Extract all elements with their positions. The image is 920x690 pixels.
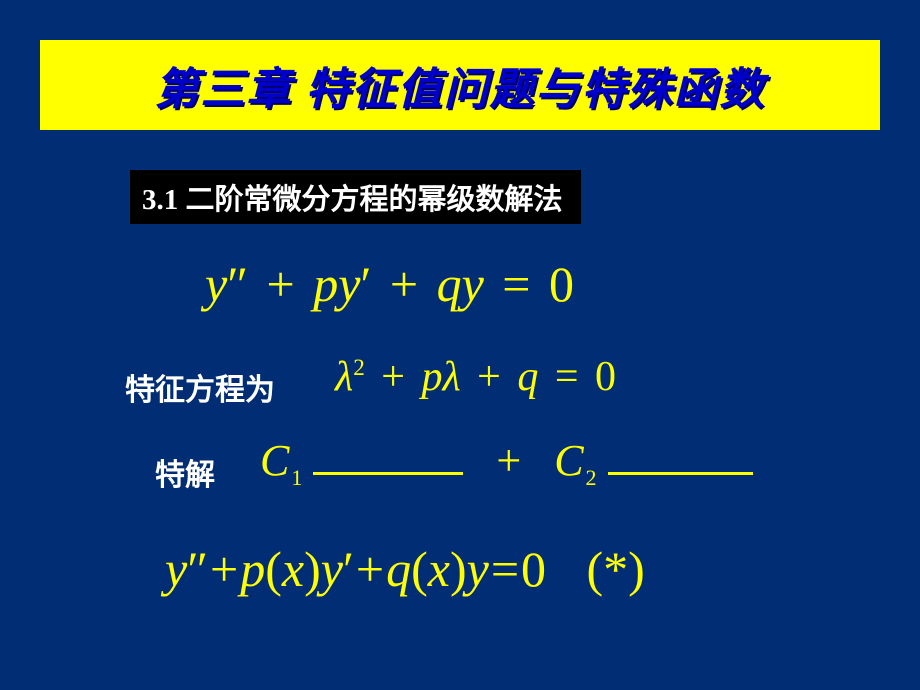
plus-op: + bbox=[375, 354, 411, 400]
subscript-2: 2 bbox=[584, 465, 597, 490]
plus-op: + bbox=[208, 541, 240, 597]
plus-op: + bbox=[471, 354, 507, 400]
characteristic-label: 特征方程为 bbox=[125, 365, 275, 409]
blank-1 bbox=[313, 440, 463, 475]
coef-p: p bbox=[240, 541, 265, 597]
const-c2: C bbox=[554, 436, 583, 485]
equation-ode-variable: y″+p(x)y′+q(x)y=0 (*) bbox=[165, 540, 645, 598]
plus-op: + bbox=[384, 256, 424, 312]
equation-tag: (*) bbox=[559, 541, 645, 597]
rparen: ) bbox=[304, 541, 321, 597]
var-y: y bbox=[321, 541, 343, 597]
var-y: y bbox=[205, 256, 227, 312]
coef-q: q bbox=[517, 354, 538, 400]
zero: 0 bbox=[521, 541, 546, 597]
var-y: y bbox=[165, 541, 187, 597]
blank-2 bbox=[608, 440, 753, 475]
var-x: x bbox=[428, 541, 450, 597]
prime: ′ bbox=[360, 256, 371, 312]
section-heading: 3.1 二阶常微分方程的幂级数解法 bbox=[142, 176, 563, 218]
var-y: y bbox=[338, 256, 360, 312]
coef-p: p bbox=[313, 256, 338, 312]
var-lambda: λ bbox=[442, 354, 460, 400]
lparen: ( bbox=[265, 541, 282, 597]
zero: 0 bbox=[549, 256, 574, 312]
subscript-1: 1 bbox=[289, 465, 302, 490]
equals-op: = bbox=[549, 354, 585, 400]
equation-solution-form: C1 + C2 bbox=[260, 435, 753, 491]
equals-op: = bbox=[489, 541, 521, 597]
double-prime: ″ bbox=[227, 256, 248, 312]
section-heading-bar: 3.1 二阶常微分方程的幂级数解法 bbox=[130, 170, 581, 224]
zero: 0 bbox=[595, 354, 616, 400]
plus-op: + bbox=[474, 436, 543, 485]
chapter-title-bar: 第三章 特征值问题与特殊函数 bbox=[40, 40, 880, 130]
lparen: ( bbox=[411, 541, 428, 597]
coef-q: q bbox=[437, 256, 462, 312]
var-x: x bbox=[282, 541, 304, 597]
rparen: ) bbox=[450, 541, 467, 597]
plus-op: + bbox=[261, 256, 301, 312]
prime: ′ bbox=[343, 541, 354, 597]
var-y: y bbox=[462, 256, 484, 312]
equals-op: = bbox=[496, 256, 536, 312]
double-prime: ″ bbox=[187, 541, 208, 597]
equation-characteristic: λ2 + pλ + q = 0 bbox=[335, 353, 616, 401]
equation-ode-constant: y″ + py′ + qy = 0 bbox=[205, 255, 574, 313]
coef-p: p bbox=[421, 354, 442, 400]
coef-q: q bbox=[386, 541, 411, 597]
var-lambda: λ bbox=[335, 354, 353, 400]
var-y: y bbox=[467, 541, 489, 597]
exponent-2: 2 bbox=[353, 354, 365, 380]
particular-solution-label: 特解 bbox=[155, 450, 215, 494]
chapter-title: 第三章 特征值问题与特殊函数 bbox=[155, 53, 766, 117]
plus-op: + bbox=[354, 541, 386, 597]
const-c1: C bbox=[260, 436, 289, 485]
